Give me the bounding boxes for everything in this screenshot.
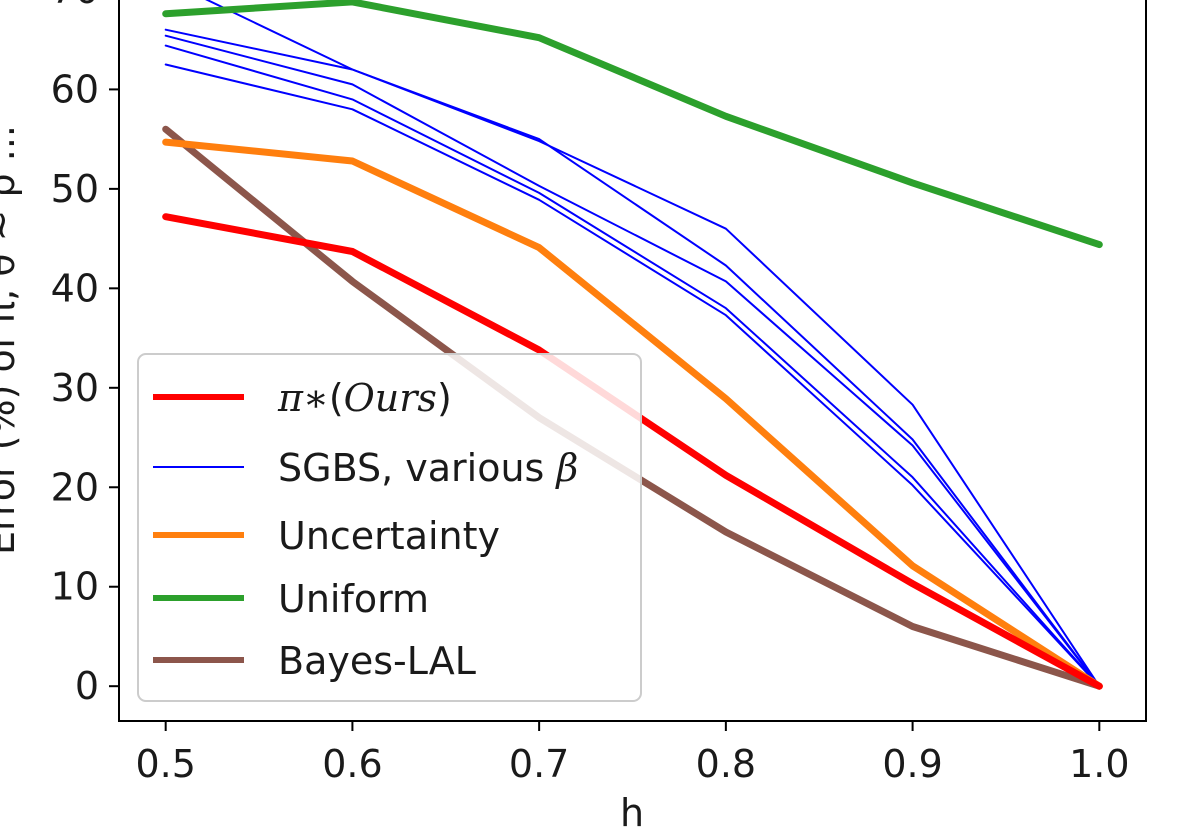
x-axis: 0.5 0.6 0.7 0.8 0.9 1.0 xyxy=(135,721,1130,786)
y-tick-label-6: 60 xyxy=(51,67,99,111)
x-tick-label-4: 0.9 xyxy=(882,742,942,786)
legend-entry-bayes-lal: Bayes-LAL xyxy=(278,639,476,683)
series-line-1 xyxy=(205,0,1101,688)
legend-sgbs-text: SGBS, various xyxy=(278,446,556,490)
series-line-2 xyxy=(164,28,1101,688)
x-axis-label: h xyxy=(620,791,644,832)
x-tick-label-1: 0.6 xyxy=(322,742,382,786)
series-line-5 xyxy=(164,63,1101,688)
x-tick-label-5: 1.0 xyxy=(1069,742,1129,786)
x-tick-label-3: 0.8 xyxy=(696,742,756,786)
series-line-3 xyxy=(164,34,1101,688)
y-tick-label-1: 10 xyxy=(51,565,99,609)
legend-ours-open-paren: ( xyxy=(329,376,344,420)
legend-sgbs-beta: β xyxy=(554,446,578,490)
legend: π∗(Ours) SGBS, various β Uncertainty Uni… xyxy=(137,353,642,702)
y-tick-label-7: 70 xyxy=(51,0,99,12)
x-tick-label-2: 0.7 xyxy=(509,742,569,786)
series-line-4 xyxy=(164,44,1101,688)
legend-entry-uniform: Uniform xyxy=(278,577,429,621)
legend-ours-close-paren: ) xyxy=(437,376,452,420)
y-axis: 0 10 20 30 40 50 60 70 xyxy=(51,0,119,708)
legend-frame xyxy=(137,353,642,702)
legend-entry-uncertainty: Uncertainty xyxy=(278,514,500,558)
legend-ours-text: Ours xyxy=(344,376,437,420)
plot-frame xyxy=(118,0,1147,722)
y-tick-label-5: 50 xyxy=(51,167,99,211)
series-line-7 xyxy=(162,0,1103,249)
series-line-6 xyxy=(162,138,1103,690)
legend-entry-ours: π∗(Ours) xyxy=(277,376,452,420)
legend-entry-sgbs: SGBS, various β xyxy=(278,446,578,490)
y-tick-label-4: 40 xyxy=(51,266,99,310)
y-axis-label: Error (%) of π, θ ~ ρ ... xyxy=(0,125,23,555)
legend-ours-symbol: π∗ xyxy=(277,376,329,420)
y-tick-label-2: 20 xyxy=(51,465,99,509)
x-tick-label-0: 0.5 xyxy=(135,742,195,786)
y-tick-label-0: 0 xyxy=(75,664,99,708)
y-tick-label-3: 30 xyxy=(51,366,99,410)
